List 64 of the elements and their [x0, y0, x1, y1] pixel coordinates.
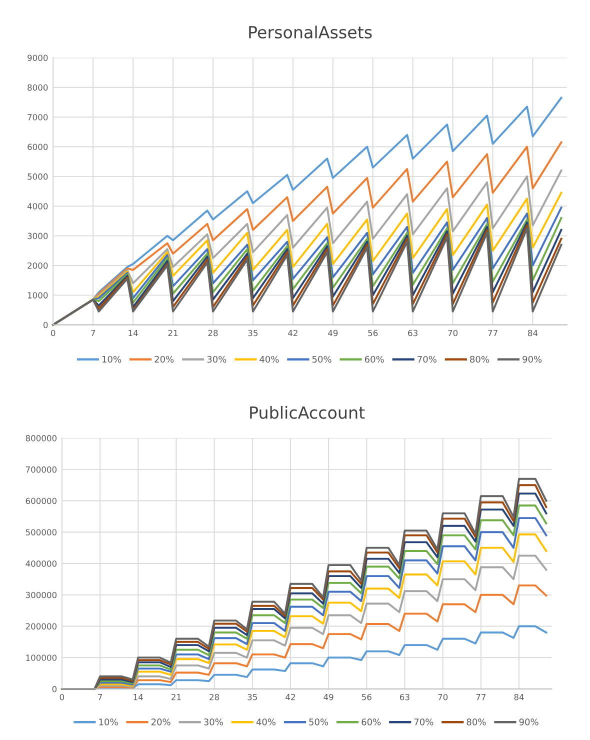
legend-label: 70%	[414, 718, 434, 726]
y-tick-label: 9000	[28, 54, 48, 62]
x-tick-label: 42	[286, 694, 295, 700]
legend-label: 70%	[418, 356, 436, 363]
y-tick-label: 5000	[28, 173, 48, 180]
x-tick-label: 7	[98, 694, 102, 700]
y-tick-label: 200000	[26, 623, 57, 630]
y-tick-label: 0	[43, 322, 48, 328]
y-tick-label: 8000	[28, 84, 48, 91]
legend-label: 50%	[312, 356, 332, 363]
x-tick-label: 84	[514, 694, 524, 700]
x-tick-label: 77	[476, 694, 486, 700]
legend-label: 60%	[364, 356, 384, 363]
legend-label: 10%	[102, 356, 122, 363]
x-tick-label: 14	[128, 330, 138, 336]
legend-label: 30%	[204, 718, 223, 726]
x-tick-label: 28	[210, 694, 220, 700]
y-tick-label: 300000	[26, 592, 57, 598]
legend-label: 60%	[362, 718, 381, 726]
y-tick-label: 3000	[28, 232, 48, 240]
x-tick-label: 49	[324, 694, 334, 700]
x-tick-label: 42	[288, 330, 298, 336]
y-tick-label: 7000	[28, 114, 48, 120]
x-tick-label: 28	[208, 330, 218, 336]
y-tick-label: 6000	[28, 144, 48, 150]
x-tick-label: 21	[168, 330, 178, 336]
x-tick-label: 77	[488, 330, 498, 336]
legend-label: 30%	[207, 356, 226, 363]
y-tick-label: 400000	[26, 560, 57, 567]
x-tick-label: 63	[400, 694, 410, 700]
x-tick-label: 35	[248, 330, 258, 336]
y-tick-label: 500000	[26, 529, 57, 536]
legend-label: 90%	[519, 718, 538, 726]
x-tick-label: 35	[248, 694, 257, 700]
legend-label: 20%	[154, 356, 174, 363]
legend-label: 20%	[151, 718, 170, 726]
x-tick-label: 14	[134, 694, 143, 700]
x-tick-label: 70	[448, 330, 458, 336]
y-tick-label: 800000	[26, 435, 57, 442]
legend-label: 40%	[256, 718, 276, 726]
x-tick-label: 56	[362, 694, 372, 700]
x-tick-label: 7	[91, 330, 96, 336]
x-tick-label: 0	[60, 694, 64, 700]
y-tick-label: 1000	[28, 292, 48, 298]
legend-label: 40%	[260, 356, 279, 363]
y-tick-label: 700000	[26, 466, 57, 473]
legend-label: 80%	[470, 356, 490, 363]
x-tick-label: 84	[528, 330, 538, 336]
x-tick-label: 70	[438, 694, 448, 700]
y-tick-label: 600000	[26, 498, 57, 504]
y-tick-label: 2000	[28, 262, 48, 269]
x-tick-label: 63	[408, 330, 418, 336]
x-tick-label: 49	[328, 330, 338, 336]
y-tick-label: 0	[52, 686, 57, 692]
legend-label: 90%	[522, 356, 542, 363]
legend-label: 80%	[466, 718, 486, 726]
y-tick-label: 100000	[26, 654, 57, 661]
chart-title: PublicAccount	[250, 406, 365, 419]
chart-title: PersonalAssets	[249, 26, 372, 39]
y-tick-label: 4000	[27, 203, 48, 210]
x-tick-label: 56	[368, 330, 378, 336]
legend-label: 50%	[309, 718, 328, 726]
legend-label: 10%	[99, 718, 118, 726]
x-tick-label: 21	[172, 694, 181, 700]
